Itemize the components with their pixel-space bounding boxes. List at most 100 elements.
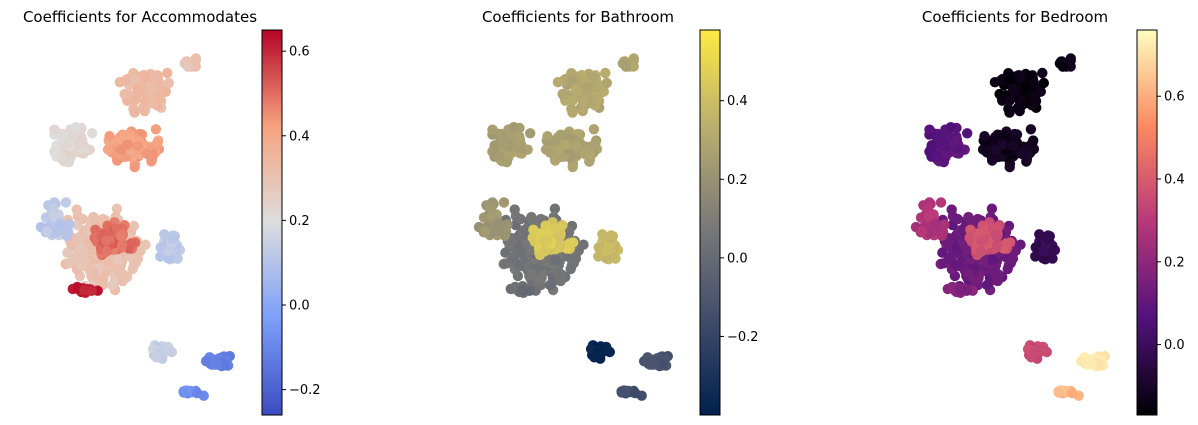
scatter-point — [946, 204, 957, 215]
colorbar-frame — [699, 29, 721, 416]
scatter-point — [111, 203, 123, 214]
scatter-point — [112, 254, 124, 265]
scatter-point — [115, 230, 127, 242]
scatter-point — [498, 197, 510, 208]
scatter-point — [567, 74, 578, 85]
scatter-point — [88, 211, 99, 223]
scatter-point — [954, 284, 965, 296]
scatter-points — [910, 53, 1111, 401]
scatter-point — [990, 230, 1002, 242]
scatter-point — [526, 211, 537, 223]
scatter-point — [931, 151, 943, 162]
colorbar: −0.2 0.0 0.2 0.4 — [699, 29, 759, 416]
scatter-point — [141, 148, 153, 160]
scatter-point — [567, 107, 578, 118]
scatter-point — [929, 219, 941, 230]
scatter-point — [513, 260, 525, 271]
scatter-point — [923, 211, 934, 222]
colorbar-frame — [261, 29, 283, 416]
scatter-point — [592, 93, 603, 104]
scatter-point — [149, 71, 161, 83]
scatter-points — [35, 53, 235, 401]
scatter-point — [1007, 140, 1018, 152]
scatter-point — [1057, 61, 1069, 72]
scatter-point — [1016, 148, 1028, 160]
scatter-point — [1042, 233, 1053, 245]
colorbar-tick-label: 0.4 — [289, 129, 310, 144]
colorbar-tick-label: 0.0 — [727, 251, 748, 266]
scatter-point — [150, 124, 162, 135]
scatter-point — [992, 275, 1003, 287]
scatter-point — [1027, 137, 1038, 149]
scatter-point — [588, 124, 600, 135]
colorbar: 0.0 0.2 0.4 0.6 — [1136, 29, 1185, 416]
scatter-point — [989, 77, 1001, 88]
scatter-point — [553, 144, 565, 155]
scatter-point — [163, 244, 175, 256]
scatter-point — [945, 122, 956, 133]
scatter-point — [605, 233, 616, 245]
scatter-point — [501, 156, 512, 168]
scatter-point — [151, 352, 162, 363]
scatter-point — [98, 273, 109, 284]
scatter-point — [515, 213, 526, 225]
scatter-point — [190, 61, 201, 72]
scatter-point — [1004, 74, 1015, 85]
scatter-point — [116, 239, 128, 251]
panel-accommodates: Coefficients for Accommodates −0.2 0.0 0.2… — [23, 8, 321, 416]
scatter-point — [570, 140, 581, 152]
scatter-point — [549, 203, 561, 214]
scatter-point — [178, 387, 189, 398]
scatter-point — [129, 95, 140, 106]
chart-title: Coefficients for Bathroom — [482, 8, 674, 26]
scatter-point — [916, 226, 928, 237]
scatter-point — [502, 219, 513, 230]
scatter-point — [649, 359, 660, 370]
scatter-point — [1038, 244, 1050, 256]
scatter-point — [70, 122, 82, 133]
scatter-point — [479, 226, 491, 237]
scatter-point — [942, 131, 954, 142]
scatter-point — [1009, 86, 1021, 97]
scatter-point — [41, 226, 53, 237]
scatter-point — [507, 253, 518, 264]
scatter-point — [1026, 352, 1037, 363]
scatter-point — [127, 263, 138, 275]
scatter-point — [192, 387, 203, 399]
scatter-point — [536, 273, 547, 284]
chart-title: Coefficients for Bedroom — [922, 8, 1108, 26]
scatter-point — [601, 244, 613, 256]
colorbar-tick-label: −0.2 — [289, 383, 321, 398]
scatter-point — [1014, 105, 1025, 117]
scatter-point — [508, 122, 519, 133]
scatter-point — [1019, 81, 1031, 92]
scatter-point — [924, 124, 935, 135]
panel-bathroom: Coefficients for Bathroom −0.2 0.0 0.2 0.4 — [473, 8, 759, 416]
scatter-point — [172, 253, 183, 264]
scatter-point — [101, 235, 112, 246]
scatter-point — [104, 131, 115, 142]
scatter-point — [554, 239, 566, 251]
scatter-point — [49, 124, 60, 135]
scatter-point — [154, 93, 165, 104]
scatter-point — [126, 238, 137, 249]
scatter-point — [582, 81, 594, 92]
scatter-point — [63, 156, 74, 168]
scatter-point — [589, 352, 600, 363]
colorbar-tick-label: 0.0 — [289, 299, 310, 314]
scatter-point — [129, 74, 140, 85]
scatter-point — [77, 213, 88, 225]
scatter-point — [552, 77, 564, 88]
scatter-point — [979, 131, 990, 142]
scatter-point — [572, 86, 584, 97]
colorbar-tick-label: 0.2 — [1164, 255, 1185, 270]
scatter-point — [61, 230, 73, 241]
scatter-point — [101, 246, 112, 257]
scatter-point — [1038, 77, 1050, 89]
scatter-point — [587, 71, 599, 83]
scatter-point — [638, 356, 650, 367]
scatter-point — [552, 267, 563, 279]
scatter-point — [976, 235, 987, 246]
colorbar-tick-label: 0.0 — [1164, 338, 1185, 353]
scatter-point — [923, 203, 934, 214]
